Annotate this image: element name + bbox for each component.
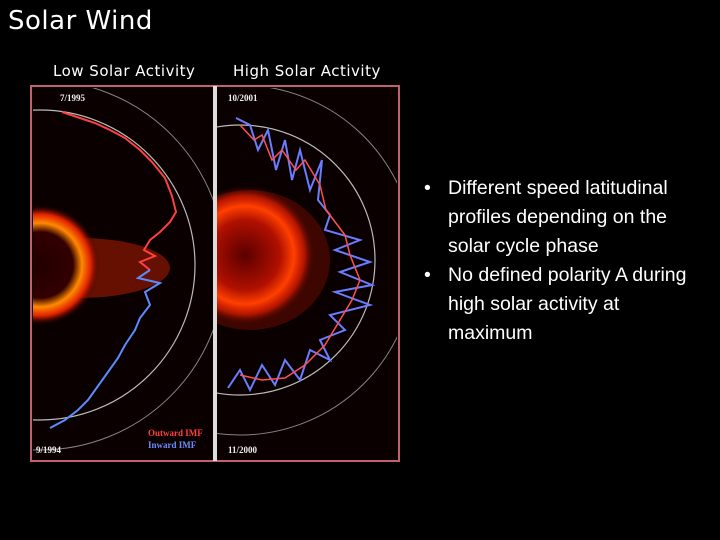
bullet: No defined polarity A during high solar … (424, 261, 694, 348)
left-panel (33, 88, 213, 451)
bullet-list: Different speed latitudinal profiles dep… (424, 174, 694, 348)
bullet: Different speed latitudinal profiles dep… (424, 174, 694, 261)
date-label: 9/1994 (36, 445, 62, 455)
legend-entry: Outward IMF (148, 428, 203, 438)
slide-title: Solar Wind (8, 6, 153, 36)
date-label: 10/2001 (228, 93, 258, 103)
legend-entry: Inward IMF (148, 440, 197, 450)
panel-label: Low Solar Activity (53, 62, 196, 80)
date-label: 7/1995 (60, 93, 86, 103)
date-label: 11/2000 (228, 445, 258, 455)
panel-label: High Solar Activity (233, 62, 381, 80)
right-panel (217, 88, 397, 436)
